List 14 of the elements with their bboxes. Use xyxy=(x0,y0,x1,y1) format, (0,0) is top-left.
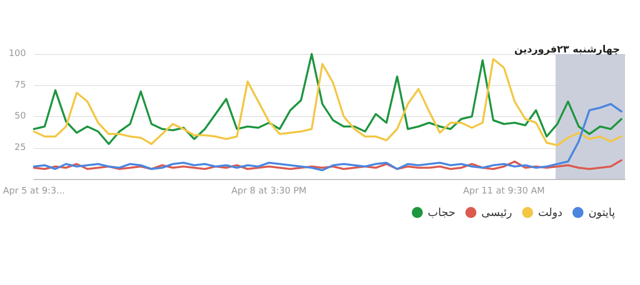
x-tick-label: Apr 5 at 9:3... xyxy=(2,186,65,196)
band-label: چهارشنبه ۲۳فروردین xyxy=(514,44,620,56)
y-tick-label: 50 xyxy=(14,112,26,122)
legend-label: حجاب xyxy=(428,206,456,219)
x-tick-label: Apr 8 at 3:30 PM xyxy=(231,186,307,196)
line-series xyxy=(32,103,622,172)
line-series xyxy=(32,159,622,170)
legend-label: پایتون xyxy=(588,206,616,219)
y-tick-label: 100 xyxy=(8,49,26,59)
legend-label: دولت xyxy=(538,206,563,219)
x-tick-label: Apr 11 at 9:30 AM xyxy=(463,186,545,196)
y-tick-label: 75 xyxy=(14,80,26,90)
y-tick-label: 25 xyxy=(14,142,26,153)
legend-label: رئیسی xyxy=(481,206,512,219)
